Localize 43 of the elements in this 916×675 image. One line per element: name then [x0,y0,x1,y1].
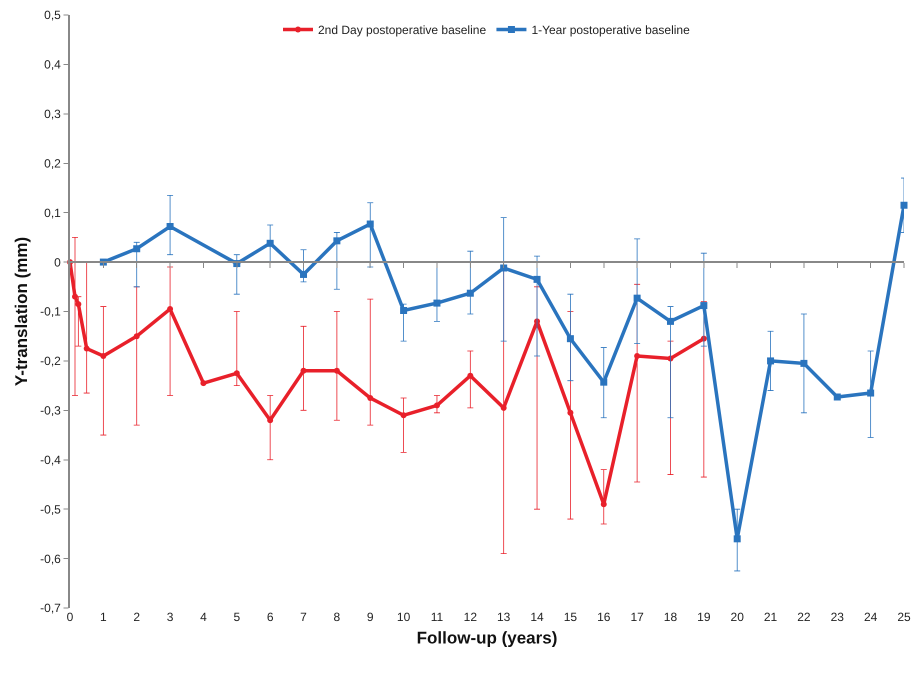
y-tick-label: -0,2 [40,354,62,368]
x-tick-label: 13 [497,610,511,624]
y-tick-label: 0,4 [44,58,62,72]
y-tick-label: -0,4 [40,452,62,467]
y-tick-label: -0,7 [40,601,62,616]
x-tick-label: 1 [100,610,108,624]
x-tick-label: 23 [830,610,844,624]
x-tick-label: 12 [464,610,478,624]
x-tick-label: 10 [396,610,411,624]
x-tick-label: 7 [300,610,308,624]
x-tick-label: 22 [797,610,811,624]
y-tick-label: 0,2 [44,156,62,170]
y-tick-label: 0,5 [44,8,62,22]
y-tick-label: -0,1 [40,304,62,319]
x-axis-title: Follow-up (years) [416,628,558,648]
legend-label: 1-Year postoperative baseline [531,23,690,38]
x-tick-label: 9 [366,610,374,624]
x-tick-label: 0 [66,610,74,624]
y-tick-label: 0,1 [44,206,62,220]
x-tick-label: 21 [764,610,778,624]
x-tick-label: 5 [233,610,240,624]
x-tick-label: 20 [730,610,744,624]
x-tick-label: 16 [597,610,611,624]
y-tick-label: -0,3 [40,404,62,418]
x-tick-label: 4 [200,610,208,624]
x-tick-label: 17 [630,610,644,624]
x-tick-label: 25 [897,610,911,624]
y-tick-label: -0,6 [40,552,62,566]
x-tick-label: 14 [530,610,544,624]
x-tick-label: 3 [166,610,174,624]
x-tick-label: 18 [664,610,678,624]
x-tick-label: 15 [564,610,578,624]
x-tick-label: 24 [864,610,878,624]
y-tick-label: 0 [54,255,62,270]
y-tick-label: 0,3 [44,107,62,122]
legend-label: 2nd Day postoperative baseline [318,23,486,38]
x-tick-label: 8 [334,610,341,624]
y-tick-label: -0,5 [40,502,62,516]
x-tick-label: 2 [133,610,140,624]
x-tick-label: 6 [266,610,274,624]
x-tick-label: 11 [430,610,444,624]
y-axis-title: Y-translation (mm) [12,236,32,386]
x-tick-label: 19 [697,610,711,624]
